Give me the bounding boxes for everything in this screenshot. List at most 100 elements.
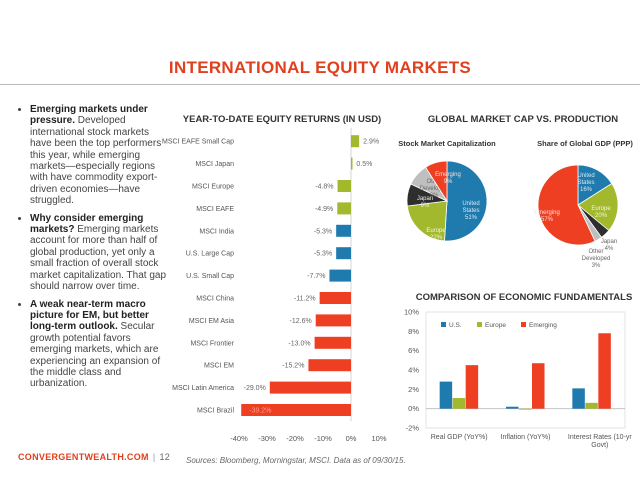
bar-value-label: -5.3% [314, 251, 332, 258]
bullet-text: Emerging markets account for more than h… [30, 224, 167, 293]
bar-category-label: MSCI Japan [195, 161, 234, 168]
pie-slice-label: States [577, 180, 594, 186]
return-bar [319, 292, 351, 304]
bar-category-label: MSCI EAFE [196, 206, 234, 213]
pie-slice-label: Developed [420, 186, 449, 192]
bar-value-label: -7.7% [307, 273, 325, 280]
bar-category-label: MSCI India [199, 228, 234, 235]
y-tick-label: 10% [404, 308, 419, 317]
category-label: Govt) [591, 442, 608, 449]
bar-value-label: 2.9% [363, 139, 379, 146]
bar-category-label: U.S. Large Cap [186, 251, 234, 258]
bar-value-label: -12.6% [290, 318, 312, 325]
footer: CONVERGENTWEALTH.COM | 12 [18, 452, 170, 462]
bar-category-label: MSCI Frontier [190, 340, 234, 347]
pie-slice [425, 160, 448, 203]
bar-value-label: -11.2% [294, 296, 316, 303]
pie-slice-label: Emerging [534, 210, 560, 216]
commentary-panel: Emerging markets under pressure. Develop… [18, 104, 170, 396]
bar-value-label: -39.2% [249, 408, 271, 415]
bar-value-label: 0.5% [356, 161, 372, 168]
y-tick-label: -2% [406, 424, 420, 433]
pie-slice-label: Europe [426, 228, 446, 234]
bar-category-label: U.S. Small Cap [186, 273, 234, 280]
pie-value-label: 51% [465, 215, 478, 221]
pie-slice [444, 160, 488, 242]
pie-slice [577, 183, 619, 232]
legend-swatch [477, 322, 482, 327]
legend-label: Europe [485, 322, 506, 329]
page-number: 12 [159, 452, 171, 462]
category-label: Real GDP (YoY%) [431, 434, 488, 441]
fundamentals-bar [519, 408, 532, 410]
x-tick-label: -30% [258, 434, 276, 443]
x-tick-label: 0% [346, 434, 357, 443]
return-bar [337, 202, 351, 215]
bullet-text: Secular growth potential favors emerging… [30, 321, 161, 390]
legend-swatch [441, 322, 446, 327]
title-divider [0, 84, 640, 85]
pie-value-label: 22% [430, 235, 443, 241]
ytd-chart-title: YEAR-TO-DATE EQUITY RETURNS (IN USD) [183, 114, 381, 125]
y-tick-label: 0% [408, 404, 419, 413]
pie-value-label: 20% [595, 213, 608, 219]
pie-slice-label: Japan [417, 196, 433, 202]
return-bar [337, 180, 351, 192]
return-bar [351, 157, 353, 170]
pie-slice-label: States [462, 208, 479, 214]
bullet-heading: A weak near-term macro picture for EM, b… [30, 298, 149, 333]
y-tick-label: 6% [408, 346, 419, 355]
return-bar [314, 336, 351, 349]
bullet-heading: Emerging markets under pressure. [30, 104, 148, 127]
fundamentals-chart-title: COMPARISON OF ECONOMIC FUNDAMENTALS [416, 292, 633, 303]
footer-separator: | [152, 452, 156, 462]
pie-value-label: 57% [541, 217, 554, 223]
pie-slice [537, 164, 596, 246]
fundamentals-bar [439, 381, 453, 409]
fundamentals-chart: COMPARISON OF ECONOMIC FUNDAMENTALS 10% 8%… [404, 292, 632, 449]
bar-category-label: MSCI Europe [192, 184, 234, 191]
pie-value-label: 9% [430, 193, 439, 199]
bar-value-label: -13.0% [288, 340, 310, 347]
market-cap-vs-production-title: GLOBAL MARKET CAP VS. PRODUCTION [428, 114, 618, 125]
return-bar [241, 404, 351, 416]
return-bar [308, 359, 351, 372]
y-tick-label: 8% [408, 327, 419, 336]
pie-slice-label: United [462, 201, 479, 207]
legend-label: Emerging [529, 322, 557, 329]
bullet-text: Developed international stock markets ha… [30, 115, 162, 207]
y-tick-label: 2% [408, 385, 419, 394]
category-label: Inflation (YoY%) [501, 434, 551, 441]
pie-slice-label: Developed [582, 256, 611, 262]
footer-brand-link[interactable]: CONVERGENTWEALTH.COM [18, 452, 149, 462]
return-bar [329, 269, 351, 282]
bar-value-label: -5.3% [314, 228, 332, 235]
pie-value-label: 3% [592, 263, 601, 269]
bullet-item: Why consider emerging markets? Emerging … [30, 213, 170, 293]
return-bar [336, 224, 351, 237]
page-title: INTERNATIONAL EQUITY MARKETS [168, 58, 472, 77]
pie-slice-label: Japan [601, 239, 617, 245]
return-bar [315, 314, 351, 327]
bar-category-label: MSCI Brazil [197, 408, 234, 415]
gdp-share-pie: Share of Global GDP (PPP) UnitedStates16%… [534, 139, 633, 269]
market-cap-pie: Stock Market Capitalization UnitedStates5… [398, 139, 496, 242]
ytd-returns-chart: YEAR-TO-DATE EQUITY RETURNS (IN USD) MSCI… [162, 114, 387, 443]
legend-swatch [521, 322, 526, 327]
fundamentals-bar [506, 406, 519, 409]
bar-category-label: MSCI EM Asia [189, 318, 234, 325]
bar-value-label: -15.2% [282, 363, 304, 370]
fundamentals-bar [532, 363, 545, 409]
pie-slice [406, 200, 448, 242]
pie-slice-label: Other [426, 179, 441, 185]
fundamentals-bar [598, 333, 611, 409]
pie-slice-label: Other [588, 249, 603, 255]
bar-value-label: -4.9% [315, 206, 333, 213]
bar-value-label: -29.0% [244, 385, 266, 392]
bullet-heading: Why consider emerging markets? [30, 212, 144, 236]
bar-category-label: MSCI Latin America [172, 385, 234, 392]
category-label: Interest Rates (10-yr [568, 434, 632, 441]
pie-title: Stock Market Capitalization [398, 139, 496, 148]
return-bar [351, 135, 360, 148]
